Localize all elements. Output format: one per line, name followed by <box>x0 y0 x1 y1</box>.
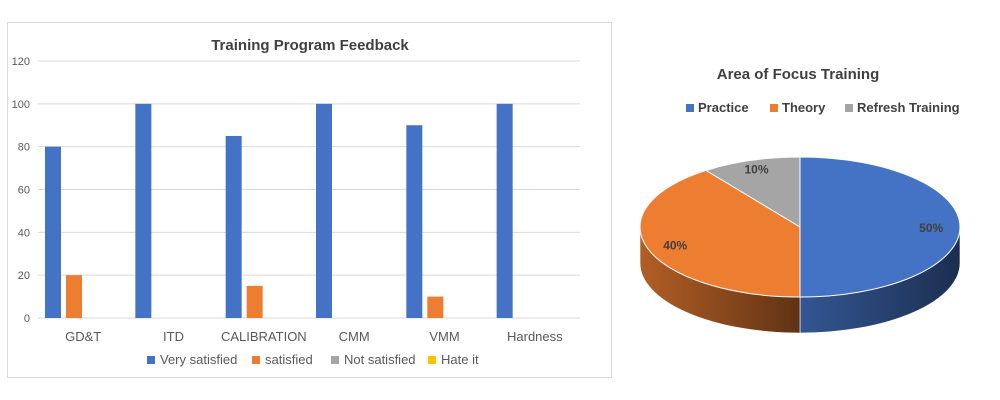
bar-chart-gridlines <box>38 60 580 319</box>
bar-hardness-very-satisfied <box>496 103 513 318</box>
legend-label: Refresh Training <box>857 100 960 115</box>
pie-legend-item-theory: Theory <box>770 100 826 115</box>
pie-chart: Area of Focus Training Practice Theory Ref… <box>639 66 961 334</box>
bar-vmm-satisfied <box>427 296 444 318</box>
x-tick-label: GD&T <box>65 329 101 344</box>
pie-legend-item-refresh-training: Refresh Training <box>845 100 960 115</box>
pie-data-label-theory: 40% <box>663 239 687 253</box>
legend-label: Practice <box>698 100 749 115</box>
x-tick-label: CMM <box>339 329 370 344</box>
y-tick-label: 120 <box>12 56 30 68</box>
legend-swatch <box>686 104 694 112</box>
legend-label: Theory <box>782 100 826 115</box>
pie-legend-item-practice: Practice <box>686 100 749 115</box>
x-tick-label: CALIBRATION <box>221 329 307 344</box>
pie-chart-title: Area of Focus Training <box>717 66 880 83</box>
pie-slice-refresh-training <box>704 156 801 228</box>
legend-item-hate-it: Hate it <box>428 352 479 367</box>
legend-swatch <box>252 356 260 364</box>
legend-swatch <box>331 356 339 364</box>
bar-vmm-very-satisfied <box>406 125 423 318</box>
y-tick-label: 40 <box>18 227 30 239</box>
bar-calibration-very-satisfied <box>225 135 242 318</box>
bar-chart-x-tick-labels: GD&T ITD CALIBRATION CMM VMM Hardness <box>65 329 563 344</box>
bar-chart-y-tick-labels: 0 20 40 60 80 100 120 <box>12 56 30 325</box>
pie-slice-practice <box>799 156 961 298</box>
legend-label: Very satisfied <box>160 352 237 367</box>
legend-label: satisfied <box>265 352 313 367</box>
bar-chart: Training Program Feedback 0 20 40 60 80 100 12… <box>12 37 580 367</box>
x-tick-label: Hardness <box>507 329 563 344</box>
x-tick-label: VMM <box>429 329 459 344</box>
y-tick-label: 80 <box>18 142 30 154</box>
y-tick-label: 60 <box>18 185 30 197</box>
pie-data-label-refresh-training: 10% <box>744 162 768 176</box>
pie-chart-body <box>639 156 961 334</box>
legend-swatch <box>428 356 436 364</box>
bar-chart-legend: Very satisfied satisfied Not satisfied Hate… <box>147 352 479 367</box>
bar-chart-panel: Training Program Feedback 0 20 40 60 80 100 12… <box>7 22 612 378</box>
legend-item-not-satisfied: Not satisfied <box>331 352 416 367</box>
legend-item-very-satisfied: Very satisfied <box>147 352 237 367</box>
legend-item-satisfied: satisfied <box>252 352 313 367</box>
bar-calibration-satisfied <box>246 285 263 318</box>
legend-swatch <box>845 104 853 112</box>
y-tick-label: 20 <box>18 270 30 282</box>
bar-gdt-satisfied <box>66 275 82 318</box>
legend-swatch <box>147 356 155 364</box>
bar-cmm-very-satisfied <box>316 103 332 318</box>
bar-chart-title: Training Program Feedback <box>211 37 409 54</box>
pie-data-label-practice: 50% <box>919 221 943 235</box>
y-tick-label: 100 <box>12 99 30 111</box>
bar-gdt-very-satisfied <box>45 146 61 318</box>
y-tick-label: 0 <box>24 313 30 325</box>
pie-chart-data-labels: 50% 40% 10% <box>663 162 943 252</box>
pie-slice-theory <box>639 169 801 298</box>
bar-chart-bars <box>45 103 513 318</box>
x-tick-label: ITD <box>163 329 184 344</box>
legend-label: Hate it <box>441 352 479 367</box>
legend-swatch <box>770 104 778 112</box>
pie-chart-legend: Practice Theory Refresh Training <box>686 100 960 115</box>
legend-label: Not satisfied <box>344 352 416 367</box>
bar-itd-very-satisfied <box>135 103 152 318</box>
